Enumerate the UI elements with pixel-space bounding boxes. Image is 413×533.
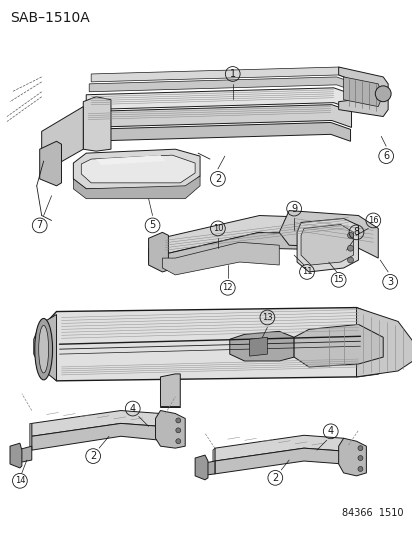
Text: 84366  1510: 84366 1510 <box>342 508 403 519</box>
Polygon shape <box>40 308 395 381</box>
Polygon shape <box>73 176 199 199</box>
Circle shape <box>357 456 362 461</box>
Polygon shape <box>96 155 165 165</box>
Text: 8: 8 <box>353 228 358 237</box>
Text: 7: 7 <box>36 221 43 230</box>
Polygon shape <box>89 77 356 92</box>
Text: 6: 6 <box>382 151 388 161</box>
Circle shape <box>347 245 353 251</box>
Circle shape <box>347 232 353 238</box>
Text: 10: 10 <box>212 224 223 233</box>
Polygon shape <box>155 410 185 448</box>
Circle shape <box>357 446 362 450</box>
Ellipse shape <box>39 326 48 373</box>
Text: 2: 2 <box>214 174 221 184</box>
Polygon shape <box>293 325 382 367</box>
Polygon shape <box>84 104 351 127</box>
Polygon shape <box>86 88 353 110</box>
Text: 4: 4 <box>129 403 135 414</box>
Polygon shape <box>81 155 195 183</box>
Polygon shape <box>214 435 348 461</box>
Polygon shape <box>279 211 377 258</box>
Circle shape <box>176 428 180 433</box>
Polygon shape <box>148 232 353 270</box>
Text: 16: 16 <box>367 216 378 225</box>
Polygon shape <box>214 448 348 474</box>
Polygon shape <box>148 215 353 255</box>
Polygon shape <box>160 374 180 407</box>
Polygon shape <box>40 141 62 186</box>
Polygon shape <box>17 446 32 463</box>
Text: 15: 15 <box>332 276 343 285</box>
Text: 2: 2 <box>90 451 96 461</box>
Circle shape <box>176 439 180 443</box>
Text: 5: 5 <box>149 221 155 230</box>
Polygon shape <box>91 67 358 82</box>
Polygon shape <box>356 308 412 377</box>
Polygon shape <box>83 123 350 141</box>
Polygon shape <box>10 443 22 468</box>
Polygon shape <box>195 455 207 480</box>
Polygon shape <box>338 67 387 117</box>
Polygon shape <box>297 219 358 272</box>
Polygon shape <box>343 77 379 107</box>
Text: SAB–1510A: SAB–1510A <box>10 11 90 25</box>
Text: 9: 9 <box>290 204 297 214</box>
Text: 13: 13 <box>261 313 272 322</box>
Polygon shape <box>229 332 293 361</box>
Text: 2: 2 <box>271 473 278 483</box>
Text: 3: 3 <box>386 277 392 287</box>
Polygon shape <box>300 224 353 265</box>
Polygon shape <box>34 314 57 381</box>
Polygon shape <box>83 96 111 151</box>
Polygon shape <box>148 232 168 272</box>
Polygon shape <box>32 410 165 437</box>
Text: 11: 11 <box>301 268 311 277</box>
Ellipse shape <box>35 319 52 380</box>
Circle shape <box>374 86 390 102</box>
Polygon shape <box>162 242 279 275</box>
Text: 12: 12 <box>222 283 233 292</box>
Polygon shape <box>249 337 267 356</box>
Polygon shape <box>212 448 214 474</box>
Polygon shape <box>30 423 32 450</box>
Circle shape <box>176 418 180 423</box>
Text: 4: 4 <box>327 426 333 437</box>
Text: 14: 14 <box>14 477 25 486</box>
Polygon shape <box>73 149 199 189</box>
Polygon shape <box>42 107 83 173</box>
Polygon shape <box>32 423 165 450</box>
Circle shape <box>357 466 362 471</box>
Polygon shape <box>199 461 214 476</box>
Text: 1: 1 <box>229 69 235 79</box>
Circle shape <box>347 257 353 263</box>
Polygon shape <box>338 438 366 476</box>
